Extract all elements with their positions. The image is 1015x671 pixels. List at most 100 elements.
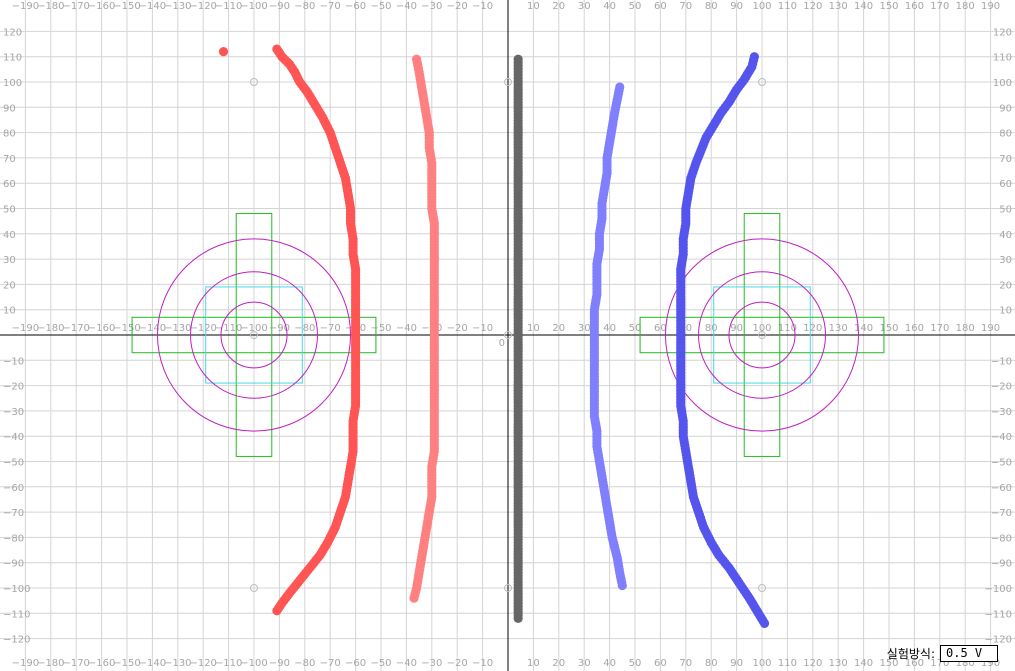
y-tick-label: −70 [991,508,1012,519]
x-tick-label: 40 [603,323,616,334]
x-tick-label: −190 [12,323,39,334]
mode-label: 실험방식: [887,645,935,662]
mode-value-field[interactable]: 0.5 V [940,645,998,662]
x-tick-label: −150 [113,1,140,12]
x-tick-label: −140 [139,323,166,334]
x-tick-label: 140 [854,658,873,669]
y-tick-label: −90 [991,559,1012,570]
x-tick-label: −70 [320,323,341,334]
x-tick-label: −120 [189,323,216,334]
x-tick-label: −20 [447,1,468,12]
x-tick-label: 130 [829,323,848,334]
x-tick-label: −110 [215,323,242,334]
x-tick-label: −160 [88,1,115,12]
x-tick-label: −130 [164,658,191,669]
x-tick-label: −60 [345,658,366,669]
x-tick-label: −190 [12,1,39,12]
x-tick-label: −130 [164,323,191,334]
x-tick-label: −140 [139,658,166,669]
x-tick-label: 80 [705,323,718,334]
y-tick-label: 90 [3,103,16,114]
x-tick-label: 50 [629,1,642,12]
y-tick-label: −110 [3,609,30,620]
x-tick-label: 50 [629,323,642,334]
x-tick-label: 30 [578,323,591,334]
x-tick-label: −180 [37,1,64,12]
x-tick-label: 170 [930,323,949,334]
x-tick-label: 120 [803,658,822,669]
y-tick-label: −60 [3,483,24,494]
y-tick-label: 110 [993,53,1012,64]
y-tick-label: −80 [991,533,1012,544]
y-tick-label: 100 [993,78,1012,89]
y-tick-label: 80 [3,129,16,140]
x-tick-label: 20 [552,1,565,12]
x-tick-label: −170 [62,1,89,12]
y-tick-label: −50 [3,458,24,469]
x-tick-label: −150 [113,658,140,669]
x-tick-label: −40 [396,323,417,334]
x-tick-label: 160 [905,323,924,334]
y-tick-label: 30 [999,255,1012,266]
x-tick-label: 180 [956,323,975,334]
x-tick-label: 110 [778,658,797,669]
y-tick-label: 90 [999,103,1012,114]
y-tick-label: −80 [3,533,24,544]
x-tick-label: −160 [88,323,115,334]
x-tick-label: 40 [603,1,616,12]
y-tick-label: −120 [985,635,1012,646]
y-tick-label: 100 [3,78,22,89]
y-tick-label: −100 [985,584,1012,595]
x-tick-label: −100 [240,323,267,334]
x-tick-label: 140 [854,323,873,334]
x-tick-label: −10 [472,658,493,669]
y-tick-label: −10 [991,356,1012,367]
x-tick-label: 30 [578,658,591,669]
y-tick-label: 20 [3,280,16,291]
x-tick-label: −180 [37,323,64,334]
x-tick-label: −20 [447,658,468,669]
y-tick-label: −60 [991,483,1012,494]
x-tick-label: −150 [113,323,140,334]
x-tick-label: 60 [654,658,667,669]
y-tick-label: −70 [3,508,24,519]
data-point [219,47,228,56]
y-tick-label: −90 [3,559,24,570]
x-tick-label: 130 [829,658,848,669]
y-tick-label: −40 [991,432,1012,443]
y-tick-label: 20 [999,280,1012,291]
y-tick-label: 50 [999,205,1012,216]
y-tick-label: 40 [3,230,16,241]
x-tick-label: 90 [730,323,743,334]
x-tick-label: −70 [320,1,341,12]
x-tick-label: −100 [240,658,267,669]
series-5 [676,52,769,628]
x-tick-label: −30 [421,1,442,12]
x-tick-label: 60 [654,323,667,334]
x-tick-label: 100 [752,323,771,334]
x-tick-label: −50 [370,1,391,12]
x-tick-label: −170 [62,323,89,334]
y-tick-label: 70 [999,154,1012,165]
data-series [219,45,769,629]
x-tick-label: −110 [215,658,242,669]
x-tick-label: 120 [803,1,822,12]
x-tick-label: −180 [37,658,64,669]
y-tick-label: 120 [993,27,1012,38]
x-tick-label: 150 [879,323,898,334]
x-tick-label: −140 [139,1,166,12]
x-tick-label: 10 [527,323,540,334]
x-tick-label: 90 [730,658,743,669]
y-tick-label: 110 [3,53,22,64]
x-tick-label: 100 [752,1,771,12]
y-tick-label: 30 [3,255,16,266]
data-point [272,606,281,615]
data-point [514,614,523,623]
x-tick-label: −90 [269,1,290,12]
x-tick-label: −190 [12,658,39,669]
x-tick-label: −80 [294,323,315,334]
x-tick-label: −160 [88,658,115,669]
y-tick-label: 60 [3,179,16,190]
x-tick-label: 170 [930,1,949,12]
